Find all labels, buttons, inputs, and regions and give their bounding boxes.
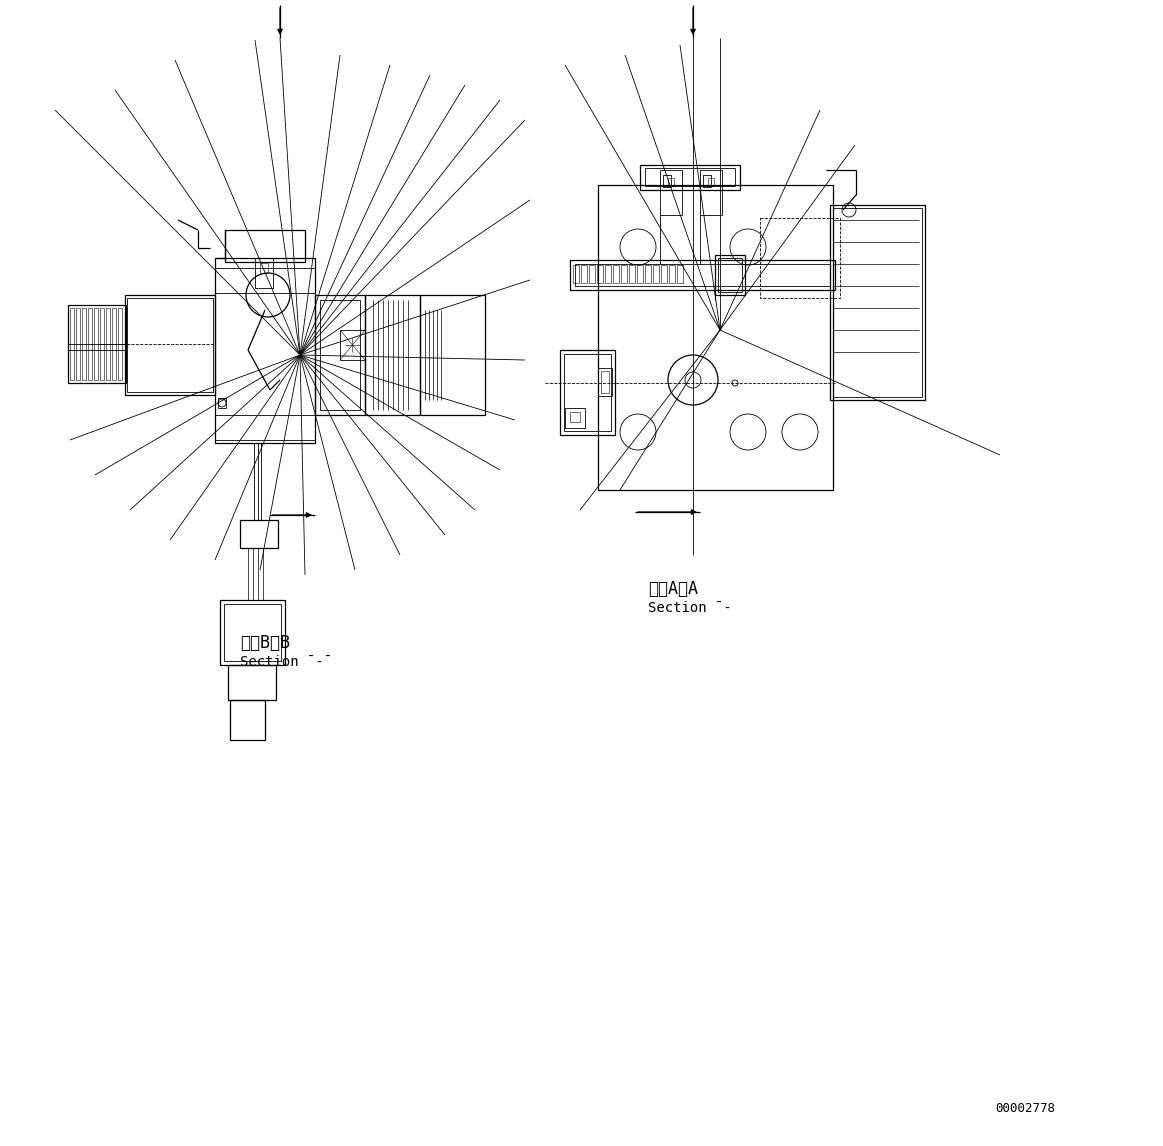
Bar bbox=[255, 258, 273, 288]
Bar bbox=[570, 260, 835, 290]
Text: Section ¯-: Section ¯- bbox=[648, 601, 732, 615]
Bar bbox=[70, 308, 74, 380]
Bar bbox=[663, 175, 671, 187]
Bar bbox=[215, 258, 315, 444]
Bar bbox=[215, 415, 315, 440]
Bar bbox=[83, 308, 86, 380]
Bar bbox=[668, 178, 675, 186]
Bar bbox=[597, 265, 602, 283]
Bar bbox=[613, 265, 619, 283]
Text: 00002778: 00002778 bbox=[996, 1102, 1055, 1115]
Bar bbox=[601, 371, 609, 393]
Bar bbox=[645, 168, 735, 186]
Bar bbox=[637, 265, 643, 283]
Bar bbox=[715, 256, 745, 295]
Bar bbox=[564, 354, 611, 431]
Bar bbox=[100, 308, 104, 380]
Bar bbox=[230, 700, 265, 740]
Bar bbox=[261, 262, 267, 273]
Bar bbox=[598, 185, 833, 490]
Bar bbox=[224, 230, 305, 262]
Bar bbox=[94, 308, 98, 380]
Bar bbox=[621, 265, 627, 283]
Text: 断面B－B: 断面B－B bbox=[240, 634, 290, 652]
Bar bbox=[830, 205, 925, 400]
Bar bbox=[76, 308, 80, 380]
Bar bbox=[759, 218, 840, 298]
Bar bbox=[112, 308, 116, 380]
Bar bbox=[659, 170, 682, 215]
Bar bbox=[365, 295, 420, 415]
Bar bbox=[669, 265, 675, 283]
Bar bbox=[629, 265, 635, 283]
Bar bbox=[561, 350, 615, 435]
Bar bbox=[708, 178, 714, 186]
Bar bbox=[117, 308, 122, 380]
Bar bbox=[652, 265, 659, 283]
Bar bbox=[220, 601, 285, 665]
Bar bbox=[640, 165, 740, 190]
Bar bbox=[67, 305, 126, 383]
Bar bbox=[588, 265, 595, 283]
Bar bbox=[833, 209, 922, 397]
Bar bbox=[228, 665, 276, 700]
Bar bbox=[702, 175, 711, 187]
Bar bbox=[582, 265, 587, 283]
Bar bbox=[565, 408, 585, 427]
Bar bbox=[215, 268, 315, 293]
Bar bbox=[573, 265, 579, 283]
Bar bbox=[605, 265, 611, 283]
Bar bbox=[88, 308, 92, 380]
Bar bbox=[106, 308, 110, 380]
Bar bbox=[700, 170, 722, 215]
Bar bbox=[320, 300, 361, 410]
Bar bbox=[570, 413, 580, 422]
Bar bbox=[575, 264, 830, 286]
Bar bbox=[224, 604, 281, 661]
Bar bbox=[315, 295, 365, 415]
Bar bbox=[718, 258, 742, 292]
Bar bbox=[661, 265, 668, 283]
Bar bbox=[217, 398, 226, 408]
Bar bbox=[598, 368, 612, 397]
Text: 断面A－A: 断面A－A bbox=[648, 580, 698, 598]
Bar bbox=[240, 520, 278, 548]
Bar bbox=[420, 295, 485, 415]
Bar bbox=[124, 295, 215, 395]
Bar bbox=[340, 330, 365, 360]
Bar bbox=[677, 265, 683, 283]
Bar bbox=[127, 298, 213, 392]
Bar bbox=[645, 265, 651, 283]
Text: Section ¯-¯: Section ¯-¯ bbox=[240, 656, 333, 669]
